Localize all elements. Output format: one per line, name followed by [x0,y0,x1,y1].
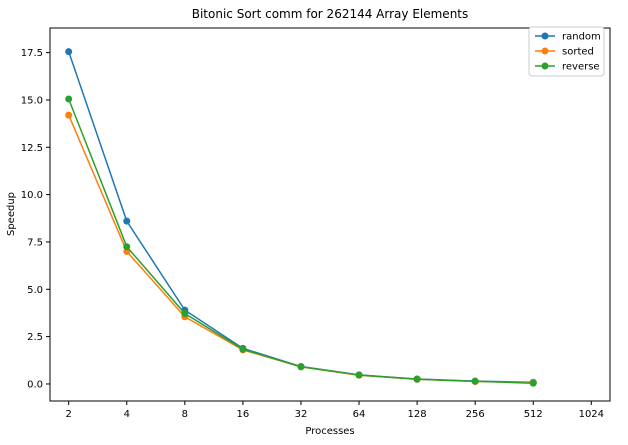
legend-frame [528,26,605,77]
x-tick-label: 8 [182,409,188,420]
series-sorted [65,111,537,387]
y-axis: 0.0 2.5 5.0 7.5 10.0 12.5 15.0 17.5 [21,48,50,390]
legend-label: random [562,32,601,43]
x-tick-label: 16 [237,409,250,420]
data-point-reverse [65,95,73,103]
data-point-reverse [529,379,537,387]
data-point-sorted [65,111,73,119]
y-axis-label: Speedup [6,192,17,236]
data-point-reverse [471,377,479,385]
x-tick-label: 128 [408,409,427,420]
legend-label: reverse [562,62,600,73]
data-point-reverse [413,375,421,383]
x-tick-label: 2 [66,409,72,420]
legend-marker [541,32,549,40]
data-point-reverse [355,371,363,379]
y-tick-label: 5.0 [27,285,43,296]
data-point-reverse [181,310,189,318]
x-axis-label: Processes [305,426,354,437]
y-tick-label: 0.0 [27,379,43,390]
y-tick-label: 12.5 [21,143,43,154]
y-tick-label: 17.5 [21,48,43,59]
legend: random sorted reverse [528,26,605,77]
legend-marker [541,62,549,70]
data-point-random [123,217,131,225]
series-line-reverse [67,98,534,384]
series-line-random [67,51,534,384]
y-tick-label: 10.0 [21,190,43,201]
y-tick-label: 15.0 [21,95,43,106]
legend-item-sorted: sorted [535,47,594,58]
x-tick-label: 4 [124,409,130,420]
y-tick-label: 7.5 [27,237,43,248]
legend-item-random: random [535,32,601,43]
series-random [65,48,537,386]
x-tick-label: 64 [353,409,366,420]
y-tick-label: 2.5 [27,332,43,343]
x-tick-label: 32 [295,409,308,420]
legend-label: sorted [562,47,594,58]
series-line-sorted [67,114,534,384]
series-reverse [65,95,537,387]
x-tick-label: 512 [524,409,543,420]
plot-frame [49,27,611,402]
data-point-reverse [297,363,305,371]
x-axis: 2 4 8 16 32 64 128 256 512 1024 [66,401,604,420]
legend-marker [541,47,549,55]
data-point-reverse [239,345,247,353]
x-tick-label: 256 [466,409,485,420]
legend-item-reverse: reverse [535,62,600,73]
series-layer [65,48,537,387]
x-tick-label: 1024 [579,409,604,420]
chart-title: Bitonic Sort comm for 262144 Array Eleme… [192,7,469,21]
data-point-reverse [123,243,131,251]
data-point-random [65,48,73,56]
